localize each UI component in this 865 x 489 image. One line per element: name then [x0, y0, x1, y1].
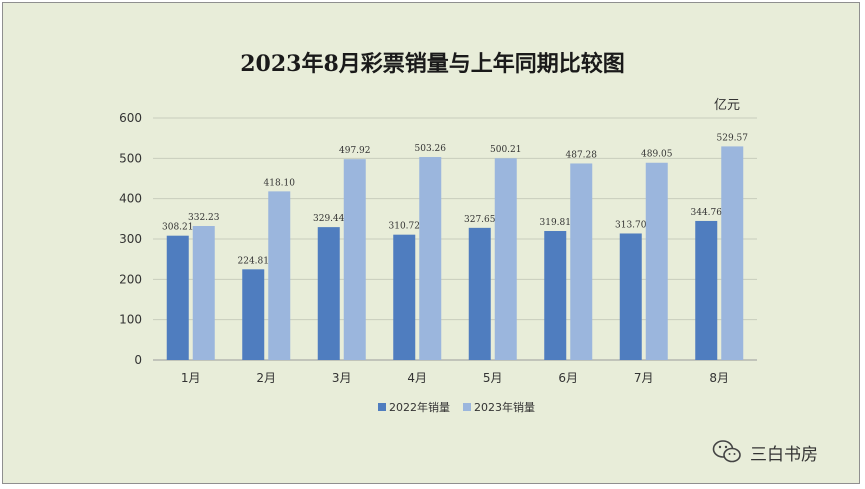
data-label: 503.26: [415, 144, 447, 154]
legend-entry: 2022年销量: [389, 400, 450, 414]
x-tick-label: 3月: [332, 371, 352, 385]
bar: [721, 146, 744, 360]
y-tick-label: 300: [119, 232, 142, 246]
x-tick-label: 8月: [709, 371, 729, 385]
y-tick-label: 500: [119, 151, 142, 165]
data-label: 487.28: [566, 150, 598, 160]
bar: [468, 227, 491, 360]
data-label: 329.44: [313, 214, 345, 224]
data-label: 224.81: [238, 256, 270, 266]
y-tick-label: 600: [119, 111, 142, 125]
x-tick-label: 4月: [407, 371, 427, 385]
data-label: 344.76: [691, 208, 723, 218]
y-tick-label: 0: [134, 353, 142, 367]
legend-swatch: [463, 403, 471, 411]
bar: [192, 226, 215, 360]
x-tick-label: 5月: [483, 371, 503, 385]
data-label: 529.57: [717, 133, 749, 143]
y-tick-label: 100: [119, 313, 142, 327]
bar: [166, 235, 189, 360]
bar: [268, 191, 291, 360]
chart-title: 2023年8月彩票销量与上年同期比较图: [240, 51, 625, 77]
watermark-text: 三白书房: [750, 444, 818, 465]
bar: [544, 231, 567, 360]
unit-label: 亿元: [714, 98, 741, 113]
x-tick-label: 2月: [256, 371, 276, 385]
bar: [242, 269, 265, 360]
watermark: 三白书房: [712, 437, 818, 467]
data-label: 327.65: [464, 215, 496, 225]
bar: [343, 159, 366, 360]
bar: [645, 162, 668, 360]
bar: [494, 158, 517, 360]
x-tick-label: 7月: [634, 371, 654, 385]
y-tick-label: 200: [119, 272, 142, 286]
data-label: 497.92: [339, 146, 371, 156]
bar: [419, 157, 442, 360]
bar: [317, 227, 340, 360]
legend-swatch: [378, 403, 386, 411]
bar: [570, 163, 593, 360]
legend-entry: 2023年销量: [474, 400, 535, 414]
data-label: 310.72: [389, 222, 421, 232]
bar: [695, 220, 718, 360]
bar: [393, 234, 416, 360]
y-tick-label: 400: [119, 192, 142, 206]
x-tick-label: 6月: [558, 371, 578, 385]
data-label: 332.23: [188, 213, 220, 223]
data-label: 313.70: [615, 220, 647, 230]
bar: [619, 233, 642, 360]
wechat-icon: [712, 440, 741, 463]
data-label: 319.81: [540, 218, 572, 228]
data-label: 418.10: [264, 178, 296, 188]
data-label: 308.21: [162, 223, 194, 233]
data-label: 500.21: [490, 145, 522, 155]
x-tick-label: 1月: [181, 371, 201, 385]
data-label: 489.05: [641, 150, 673, 160]
